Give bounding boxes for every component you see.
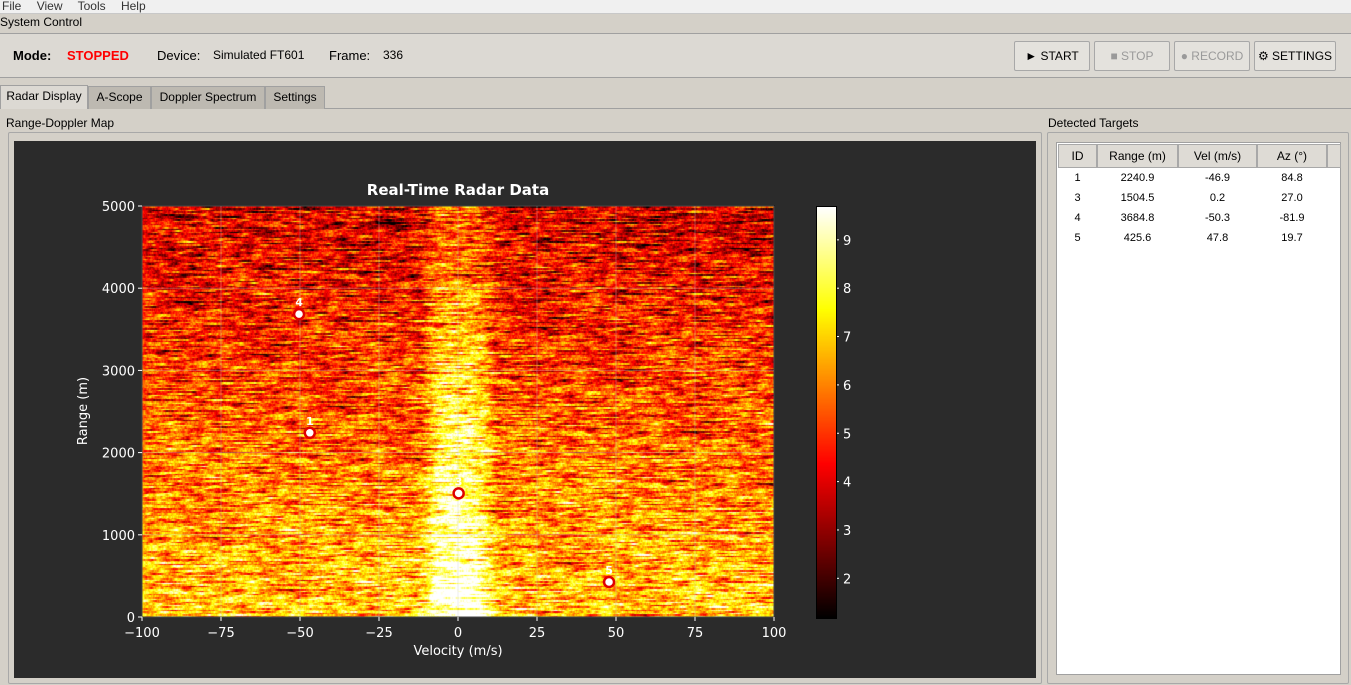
colorbar-tick-label: 9 — [843, 234, 851, 249]
tab-bar: Radar Display A-Scope Doppler Spectrum S… — [0, 85, 1351, 109]
col-header-az[interactable]: Az (°) — [1257, 144, 1327, 168]
tab-doppler-spectrum[interactable]: Doppler Spectrum — [151, 86, 265, 109]
heatmap[interactable] — [142, 206, 774, 617]
x-tick-label: −25 — [365, 626, 392, 641]
table-cell: 2240.9 — [1120, 172, 1155, 184]
target-marker — [303, 426, 317, 440]
target-marker — [602, 575, 616, 589]
colorbar-tick-label: 8 — [843, 282, 851, 297]
range-doppler-frame — [8, 132, 1042, 684]
tab-a-scope[interactable]: A-Scope — [88, 86, 151, 109]
table-row[interactable]: 4 3684.8 -50.3 -81.9 — [1057, 209, 1342, 229]
target-label: 4 — [295, 296, 303, 309]
menu-tools[interactable]: Tools — [77, 0, 106, 13]
table-cell: 27.0 — [1281, 192, 1303, 204]
table-cell: 4 — [1074, 212, 1081, 224]
mode-value: STOPPED — [67, 48, 129, 63]
y-tick-label: 1000 — [102, 529, 135, 544]
table-cell: 5 — [1074, 232, 1081, 244]
table-cell: -46.9 — [1204, 172, 1231, 184]
tab-settings[interactable]: Settings — [265, 86, 325, 109]
x-tick-label: −100 — [124, 626, 160, 641]
col-header-id[interactable]: ID — [1058, 144, 1097, 168]
table-cell: 1 — [1074, 172, 1081, 184]
start-button[interactable]: ► START — [1014, 41, 1090, 71]
col-header-vel[interactable]: Vel (m/s) — [1178, 144, 1257, 168]
y-axis-label: Range (m) — [76, 377, 91, 445]
table-cell: 84.8 — [1281, 172, 1303, 184]
y-tick-label: 3000 — [102, 364, 135, 379]
table-cell: 3 — [1074, 192, 1081, 204]
colorbar-tick-label: 6 — [843, 379, 851, 394]
colorbar-tick-label: 4 — [843, 476, 851, 491]
x-axis-label: Velocity (m/s) — [413, 644, 503, 659]
y-tick-label: 5000 — [102, 200, 135, 215]
x-tick-label: 50 — [608, 626, 625, 641]
mode-label: Mode: — [13, 48, 52, 63]
table-cell: 0.2 — [1209, 192, 1226, 204]
menu-bar: File View Tools Help — [0, 0, 1351, 14]
colorbar — [816, 206, 837, 619]
col-header-filler — [1327, 144, 1341, 168]
target-marker — [452, 487, 465, 500]
x-tick-label: 75 — [687, 626, 704, 641]
colorbar-tick-label: 5 — [843, 427, 851, 442]
device-label: Device: — [157, 48, 201, 63]
x-tick-label: 0 — [454, 626, 462, 641]
x-tick-label: 25 — [529, 626, 546, 641]
record-button[interactable]: ● RECORD — [1174, 41, 1250, 71]
system-control-group: Mode: STOPPED Device: Simulated FT601 Fr… — [0, 33, 1351, 78]
range-doppler-title: Range-Doppler Map — [6, 116, 115, 130]
menu-file[interactable]: File — [2, 0, 22, 13]
table-cell: -50.3 — [1204, 212, 1231, 224]
menu-view[interactable]: View — [36, 0, 63, 13]
table-cell: 3684.8 — [1120, 212, 1155, 224]
y-tick-label: 2000 — [102, 447, 135, 462]
table-cell: 425.6 — [1123, 232, 1152, 244]
table-cell: 19.7 — [1281, 232, 1303, 244]
x-tick-label: −75 — [207, 626, 234, 641]
table-row[interactable]: 1 2240.9 -46.9 84.8 — [1057, 169, 1342, 189]
x-tick-label: 100 — [762, 626, 787, 641]
table-row[interactable]: 5 425.6 47.8 19.7 — [1057, 229, 1342, 249]
menu-help[interactable]: Help — [120, 0, 146, 13]
targets-table: ID Range (m) Vel (m/s) Az (°) 1 2240.9 -46… — [1056, 142, 1341, 675]
system-control-title: System Control — [0, 15, 83, 29]
y-tick-label: 4000 — [102, 282, 135, 297]
frame-value: 336 — [383, 48, 404, 62]
frame-label: Frame: — [329, 48, 371, 63]
target-label: 1 — [306, 415, 314, 428]
x-tick-label: −50 — [286, 626, 313, 641]
detected-targets-frame — [1047, 132, 1349, 684]
chart-title: Real-Time Radar Data — [366, 181, 550, 199]
target-label: 3 — [455, 475, 463, 488]
col-header-range[interactable]: Range (m) — [1097, 144, 1178, 168]
target-marker — [292, 307, 306, 321]
colorbar-tick-label: 3 — [843, 524, 851, 539]
table-cell: 47.8 — [1206, 232, 1229, 244]
table-row[interactable]: 3 1504.5 0.2 27.0 — [1057, 189, 1342, 209]
tab-radar-display[interactable]: Radar Display — [0, 85, 88, 109]
device-value: Simulated FT601 — [213, 48, 305, 62]
y-tick-label: 0 — [127, 611, 135, 626]
table-cell: 1504.5 — [1120, 192, 1155, 204]
colorbar-tick-label: 2 — [843, 572, 851, 587]
stop-button[interactable]: ■ STOP — [1094, 41, 1170, 71]
detected-targets-title: Detected Targets — [1048, 116, 1139, 130]
settings-button[interactable]: ⚙ SETTINGS — [1254, 41, 1336, 71]
colorbar-tick-label: 7 — [843, 331, 851, 346]
target-label: 5 — [605, 564, 613, 577]
table-cell: -81.9 — [1279, 212, 1305, 224]
